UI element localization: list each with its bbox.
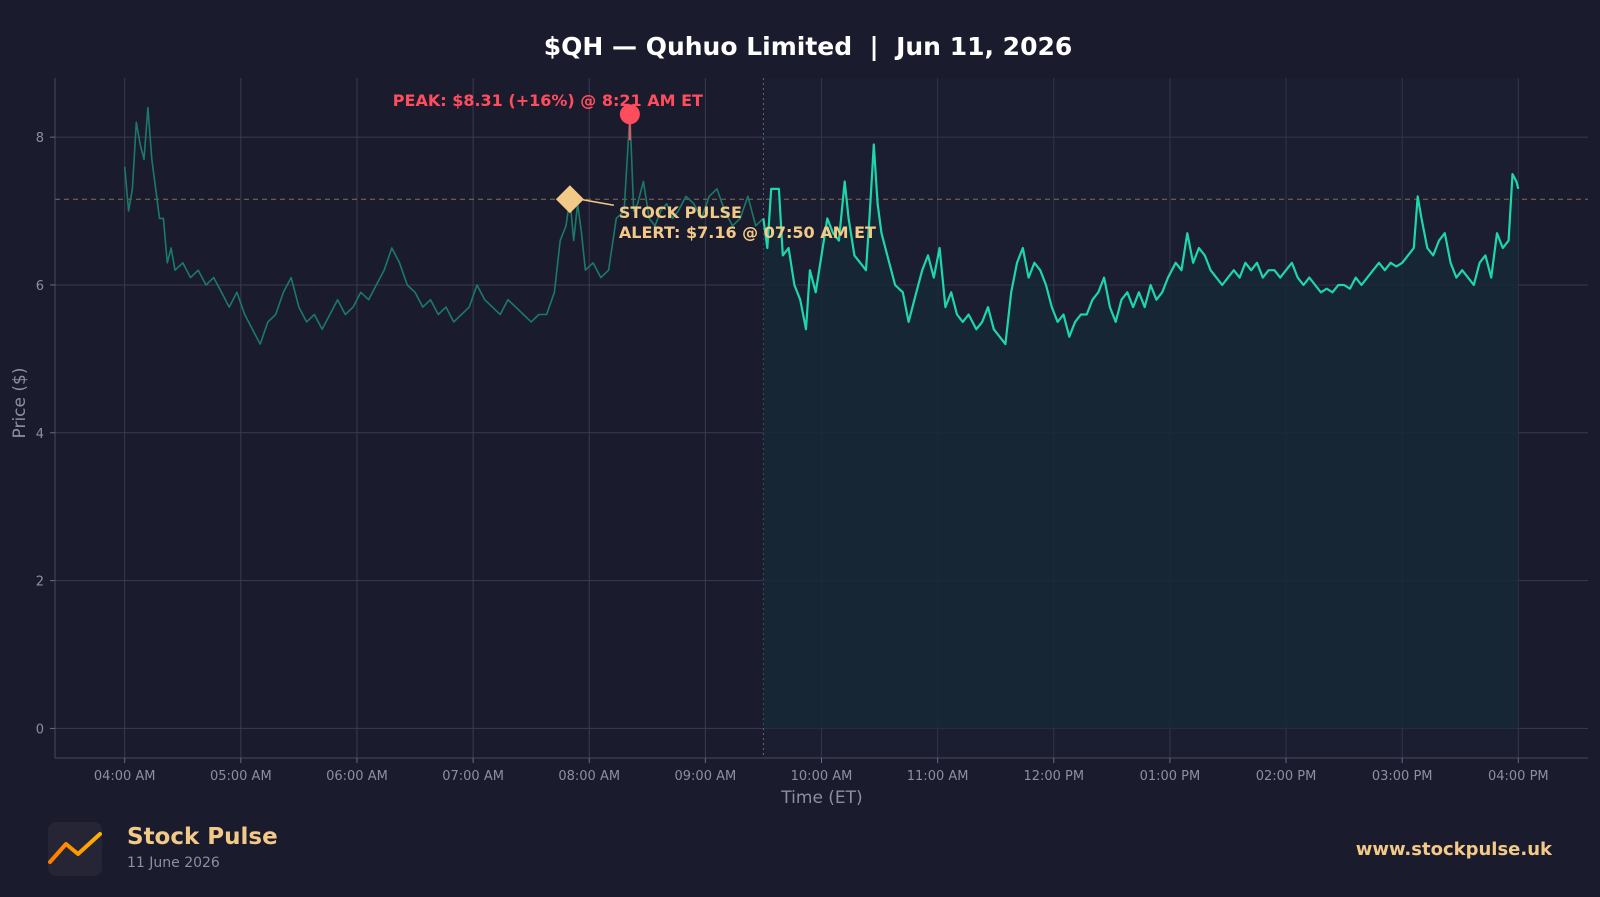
x-tick-label: 03:00 PM [1372,769,1433,784]
alert-label-title: STOCK PULSE [619,203,742,222]
x-tick-label: 08:00 AM [558,769,620,784]
trend-line-icon [48,832,102,864]
website-link[interactable]: www.stockpulse.uk [1355,839,1552,860]
alert-pointer-line [579,198,615,206]
y-tick-label: 2 [36,575,44,590]
x-tick-label: 09:00 AM [675,769,737,784]
y-tick-label: 6 [36,279,44,294]
alert-diamond-marker [555,185,584,214]
annotations: PEAK: $8.31 (+16%) @ 8:21 AM ET STOCK PU… [393,91,876,242]
y-axis-label: Price ($) [10,368,30,439]
y-tick-label: 0 [36,722,44,737]
x-tick-label: 01:00 PM [1140,769,1201,784]
x-tick-label: 04:00 AM [94,769,156,784]
brand-name: Stock Pulse [127,824,278,850]
regular-session-price-line [762,143,1520,346]
regular-session-area [763,144,1519,729]
chart-title: $QH — Quhuo Limited | Jun 11, 2026 [544,32,1073,61]
x-tick-label: 10:00 AM [791,769,853,784]
x-tick-label: 04:00 PM [1488,769,1549,784]
x-tick-label: 11:00 AM [907,769,969,784]
alert-label-detail: ALERT: $7.16 @ 07:50 AM ET [619,223,876,242]
peak-label: PEAK: $8.31 (+16%) @ 8:21 AM ET [393,91,703,110]
x-axis-label: Time (ET) [780,788,862,808]
y-tick-label: 8 [36,131,44,146]
x-tick-label: 02:00 PM [1256,769,1317,784]
x-tick-label: 12:00 PM [1023,769,1084,784]
x-tick-label: 07:00 AM [442,769,504,784]
x-tick-label: 05:00 AM [210,769,272,784]
peak-marker [619,104,640,125]
brand-logo [48,822,102,876]
axes: 04:00 AM 05:00 AM 06:00 AM 07:00 AM 08:00 AM… [36,78,1588,784]
x-tick-label: 06:00 AM [326,769,388,784]
premarket-price-line [123,106,764,345]
y-tick-label: 4 [36,427,44,442]
footer-date: 11 June 2026 [127,855,220,871]
